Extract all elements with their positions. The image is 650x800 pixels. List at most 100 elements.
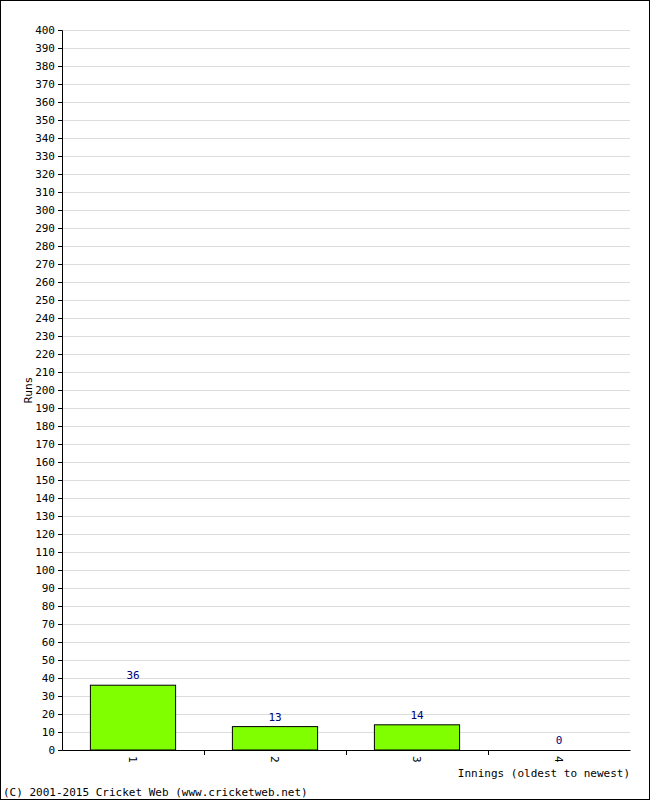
y-tick: 140 bbox=[35, 492, 62, 505]
grid-line bbox=[62, 426, 630, 427]
y-tick-mark bbox=[58, 606, 62, 607]
y-tick-label: 260 bbox=[35, 276, 55, 289]
y-tick: 120 bbox=[35, 528, 62, 541]
y-tick-label: 310 bbox=[35, 186, 55, 199]
grid-line bbox=[62, 660, 630, 661]
category-separators bbox=[205, 750, 489, 755]
y-tick: 0 bbox=[48, 744, 62, 757]
y-tick: 290 bbox=[35, 222, 62, 235]
y-tick-mark bbox=[58, 552, 62, 553]
data-label: 14 bbox=[410, 709, 424, 722]
bar bbox=[90, 685, 175, 750]
grid-line bbox=[62, 606, 630, 607]
y-tick: 180 bbox=[35, 420, 62, 433]
grid-line bbox=[62, 102, 630, 103]
x-tick: 4 bbox=[552, 750, 565, 763]
y-tick-label: 150 bbox=[35, 474, 55, 487]
y-tick: 280 bbox=[35, 240, 62, 253]
bar bbox=[232, 727, 317, 750]
y-tick-label: 80 bbox=[42, 600, 55, 613]
grid-line bbox=[62, 354, 630, 355]
y-tick-label: 90 bbox=[42, 582, 55, 595]
y-tick-mark bbox=[58, 138, 62, 139]
y-tick-label: 190 bbox=[35, 402, 55, 415]
y-tick-label: 370 bbox=[35, 78, 55, 91]
grid-line bbox=[62, 120, 630, 121]
y-tick-label: 400 bbox=[35, 24, 55, 37]
grid-line bbox=[62, 246, 630, 247]
y-tick-label: 30 bbox=[42, 690, 55, 703]
x-tick-label: 2 bbox=[268, 756, 281, 763]
y-tick-mark bbox=[58, 444, 62, 445]
y-tick: 340 bbox=[35, 132, 62, 145]
y-tick: 300 bbox=[35, 204, 62, 217]
y-tick-label: 180 bbox=[35, 420, 55, 433]
y-tick: 110 bbox=[35, 546, 62, 559]
y-tick: 190 bbox=[35, 402, 62, 415]
grid-line bbox=[62, 462, 630, 463]
grid-line bbox=[62, 570, 630, 571]
y-tick: 210 bbox=[35, 366, 62, 379]
y-tick-label: 250 bbox=[35, 294, 55, 307]
y-tick-mark bbox=[58, 228, 62, 229]
y-tick-mark bbox=[58, 174, 62, 175]
y-tick-label: 210 bbox=[35, 366, 55, 379]
y-tick-mark bbox=[58, 408, 62, 409]
y-tick-label: 240 bbox=[35, 312, 55, 325]
y-tick-mark bbox=[58, 714, 62, 715]
y-tick: 10 bbox=[42, 726, 62, 739]
grid-line bbox=[62, 408, 630, 409]
grid-line bbox=[62, 444, 630, 445]
y-tick: 390 bbox=[35, 42, 62, 55]
grid-line bbox=[62, 264, 630, 265]
y-tick-mark bbox=[58, 534, 62, 535]
y-tick-mark bbox=[58, 66, 62, 67]
y-tick: 80 bbox=[42, 600, 62, 613]
y-tick-mark bbox=[58, 300, 62, 301]
y-tick-mark bbox=[58, 480, 62, 481]
bars bbox=[90, 685, 459, 750]
y-axis: 0102030405060708090100110120130140150160… bbox=[35, 24, 62, 757]
category-separator bbox=[346, 750, 347, 755]
y-tick-label: 390 bbox=[35, 42, 55, 55]
y-tick-label: 380 bbox=[35, 60, 55, 73]
y-tick-mark bbox=[58, 588, 62, 589]
y-tick-mark bbox=[58, 660, 62, 661]
y-tick: 260 bbox=[35, 276, 62, 289]
grid-line bbox=[62, 84, 630, 85]
grid-line bbox=[62, 336, 630, 337]
y-tick: 200 bbox=[35, 384, 62, 397]
y-tick-mark bbox=[58, 390, 62, 391]
y-tick: 330 bbox=[35, 150, 62, 163]
grid-line bbox=[62, 318, 630, 319]
y-tick-mark bbox=[58, 210, 62, 211]
y-tick-label: 230 bbox=[35, 330, 55, 343]
y-tick: 60 bbox=[42, 636, 62, 649]
grid-line bbox=[62, 678, 630, 679]
y-tick-label: 60 bbox=[42, 636, 55, 649]
y-tick-mark bbox=[58, 354, 62, 355]
grid-line bbox=[62, 66, 630, 67]
y-tick: 150 bbox=[35, 474, 62, 487]
y-tick-label: 110 bbox=[35, 546, 55, 559]
y-tick-label: 350 bbox=[35, 114, 55, 127]
y-tick-mark bbox=[58, 426, 62, 427]
y-tick-mark bbox=[58, 624, 62, 625]
grid-line bbox=[62, 156, 630, 157]
y-axis-line bbox=[58, 31, 63, 751]
data-label: 13 bbox=[268, 711, 281, 724]
grid-line bbox=[62, 534, 630, 535]
y-tick: 370 bbox=[35, 78, 62, 91]
y-tick: 250 bbox=[35, 294, 62, 307]
y-tick: 380 bbox=[35, 60, 62, 73]
data-label: 36 bbox=[126, 669, 139, 682]
y-tick-mark bbox=[58, 570, 62, 571]
y-tick-mark bbox=[58, 48, 62, 49]
grid bbox=[62, 31, 630, 751]
x-tick-label: 1 bbox=[126, 756, 139, 763]
y-tick: 350 bbox=[35, 114, 62, 127]
y-tick-mark bbox=[58, 678, 62, 679]
copyright: (C) 2001-2015 Cricket Web (www.cricketwe… bbox=[3, 786, 308, 799]
grid-line bbox=[62, 192, 630, 193]
bar bbox=[516, 750, 601, 751]
